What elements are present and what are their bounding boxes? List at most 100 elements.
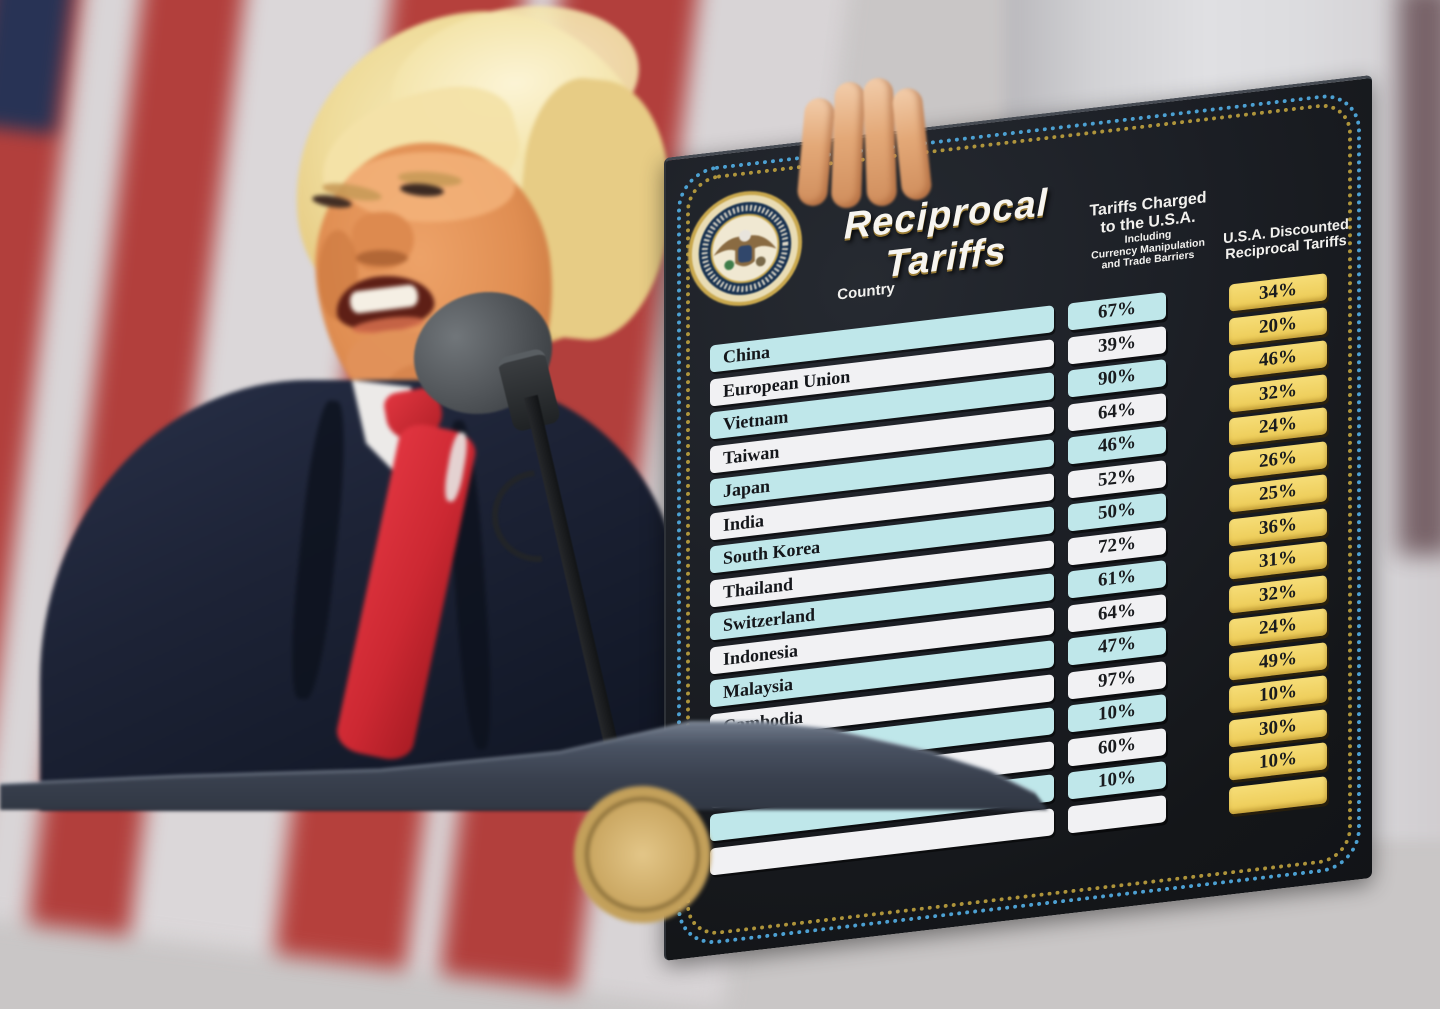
country-label: Taiwan xyxy=(723,440,780,468)
charged-header-line2: to the U.S.A. xyxy=(1100,208,1196,237)
hair xyxy=(278,0,682,371)
country-bar: Thailand xyxy=(710,539,1054,608)
discounted-tariff-value: 26% xyxy=(1229,440,1327,480)
microphone-cable xyxy=(473,451,603,581)
tariff-row: China 67% 34% xyxy=(708,269,1358,379)
tariff-row: Switzerland 61% 31% xyxy=(708,537,1358,647)
charged-tariff-value: 60% xyxy=(1068,727,1166,767)
country-label xyxy=(710,774,1054,814)
charged-header-sub1: Including xyxy=(1124,228,1172,246)
discounted-tariff-value: 32% xyxy=(1229,373,1327,413)
discounted-tariff-value: 10% xyxy=(1229,675,1327,714)
lower-lip xyxy=(351,313,425,337)
eyebrow-right xyxy=(321,179,383,205)
discounted-tariff-value: 20% xyxy=(1229,306,1327,346)
cheek-shading xyxy=(318,230,358,320)
charged-tariff-value: 39% xyxy=(1068,325,1166,365)
charged-tariff-value: 72% xyxy=(1068,526,1166,566)
microphone-body xyxy=(496,347,562,433)
microphone-windscreen xyxy=(397,274,569,432)
tie xyxy=(333,419,480,764)
board-rows: China 67% 34% European Union 39% 20% Vietnam 90… xyxy=(708,269,1358,930)
charged-tariff-value: 61% xyxy=(1068,560,1166,599)
tariff-row: India 52% 26% xyxy=(708,437,1358,547)
face xyxy=(302,130,569,454)
background-blur-strip xyxy=(1398,0,1440,555)
country-bar: European Union xyxy=(710,338,1054,407)
country-label: China xyxy=(723,341,771,368)
tariff-row: 60% 30% xyxy=(708,705,1358,815)
country-label: Japan xyxy=(723,475,771,502)
flag-union-canton xyxy=(0,0,76,135)
mouth-open xyxy=(333,270,437,336)
charged-tariff-value xyxy=(1068,794,1166,834)
hair-side xyxy=(506,72,684,348)
column-header-country: Country xyxy=(837,279,895,304)
discounted-tariff-value: 24% xyxy=(1229,407,1327,446)
country-bar xyxy=(710,807,1054,876)
reciprocal-tariffs-board: Reciprocal Tariffs Tariffs Charged to th… xyxy=(664,74,1372,962)
tariff-row: Japan 46% 24% xyxy=(708,403,1358,513)
discounted-tariff-value: 10% xyxy=(1229,742,1327,781)
charged-tariff-value: 67% xyxy=(1068,292,1166,331)
hair-highlight xyxy=(378,0,652,179)
country-label: India xyxy=(723,509,765,535)
discounted-header-line1: U.S.A. Discounted xyxy=(1223,216,1349,248)
charged-tariff-value: 64% xyxy=(1068,593,1166,633)
tariff-row: Malaysia 47% 24% xyxy=(708,604,1358,714)
column-header-tariffs-charged: Tariffs Charged to the U.S.A. Including … xyxy=(1068,187,1228,277)
country-bar: Cambodia xyxy=(710,673,1054,742)
discounted-tariff-value: 25% xyxy=(1229,474,1327,513)
country-bar: India xyxy=(710,472,1054,541)
country-label: Cambodia xyxy=(723,706,804,736)
forehead-highlight xyxy=(345,152,515,222)
country-bar: China xyxy=(710,305,1054,373)
tariff-row: Indonesia 64% 32% xyxy=(708,571,1358,681)
chin xyxy=(346,330,450,394)
shirt-sliver xyxy=(442,431,470,503)
country-label: Vietnam xyxy=(723,406,789,435)
column-header-usa-discounted: U.S.A. Discounted Reciprocal Tariffs xyxy=(1206,215,1366,266)
nose-shadow xyxy=(356,250,408,266)
discounted-tariff-value: 36% xyxy=(1229,507,1327,547)
tariff-row: South Korea 50% 25% xyxy=(708,470,1358,580)
tie-knot xyxy=(382,385,446,445)
country-label xyxy=(710,808,1054,848)
country-bar: Malaysia xyxy=(710,640,1054,708)
board-border-blue-dots xyxy=(677,90,1361,949)
tariff-row xyxy=(708,772,1358,882)
country-label: Indonesia xyxy=(723,639,799,669)
country-bar: Taiwan xyxy=(710,405,1054,474)
charged-header-sub2: Currency Manipulation xyxy=(1091,236,1205,262)
charged-tariff-value: 64% xyxy=(1068,392,1166,432)
lapel-shadow-right xyxy=(443,419,497,751)
country-label xyxy=(710,707,1054,747)
discounted-tariff-value: 24% xyxy=(1229,608,1327,647)
eye-left xyxy=(399,182,445,198)
discounted-tariff-value xyxy=(1229,775,1327,815)
charged-header-line1: Tariffs Charged xyxy=(1089,189,1207,221)
tariff-row: 10% 10% xyxy=(708,738,1358,848)
charged-tariff-value: 97% xyxy=(1068,660,1166,700)
tariff-row: Taiwan 64% 32% xyxy=(708,370,1358,480)
tariff-row: Thailand 72% 36% xyxy=(708,504,1358,614)
country-label: European Union xyxy=(723,365,851,401)
discounted-tariff-value: 49% xyxy=(1229,641,1327,681)
country-bar xyxy=(710,740,1054,809)
overcoat xyxy=(40,380,680,810)
country-label: South Korea xyxy=(723,536,821,569)
nose xyxy=(350,209,416,273)
discounted-tariff-value: 31% xyxy=(1229,541,1327,580)
neck xyxy=(381,355,487,439)
tariff-row: Cambodia 97% 49% xyxy=(708,638,1358,748)
country-label: Thailand xyxy=(723,573,794,602)
charged-tariff-value: 46% xyxy=(1068,426,1166,465)
board-border-gold-dots xyxy=(686,100,1352,939)
charged-header-sub3: and Trade Barriers xyxy=(1101,249,1195,272)
charged-tariff-value: 10% xyxy=(1068,761,1166,800)
country-bar: South Korea xyxy=(710,506,1054,574)
charged-tariff-value: 52% xyxy=(1068,459,1166,499)
country-bar xyxy=(710,774,1054,842)
discounted-tariff-value: 30% xyxy=(1229,708,1327,748)
